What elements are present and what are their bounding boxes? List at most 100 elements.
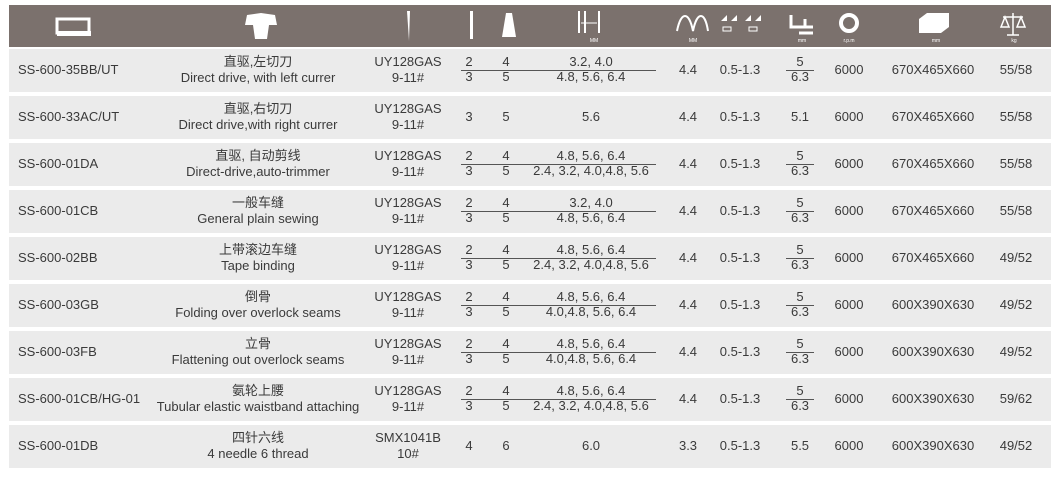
threads: 5 bbox=[502, 351, 510, 366]
presser: 6.3 bbox=[790, 351, 810, 366]
weight: 59/62 bbox=[999, 391, 1033, 406]
presser: 6.3 bbox=[790, 304, 810, 319]
presser: 6.3 bbox=[790, 163, 810, 178]
feed: 0.5-1.3 bbox=[719, 62, 761, 77]
size: 600X390X630 bbox=[891, 438, 975, 453]
threads: 5 bbox=[502, 398, 510, 413]
model: SS-600-03GB bbox=[18, 297, 99, 312]
table-row: SS-600-03FB 立骨 Flattening out overlock sea… bbox=[9, 331, 1051, 374]
gauge: 4.0,4.8, 5.6, 6.4 bbox=[545, 304, 637, 319]
feed: 0.5-1.3 bbox=[719, 297, 761, 312]
gauge: 3.2, 4.0 bbox=[569, 195, 613, 210]
presser: 6.3 bbox=[790, 69, 810, 84]
needle-type: UY128GAS bbox=[374, 242, 442, 257]
gauge: 5.6 bbox=[581, 109, 601, 124]
needles: 3 bbox=[465, 210, 473, 225]
fraction-line bbox=[461, 399, 656, 400]
size: 600X390X630 bbox=[891, 391, 975, 406]
fraction-line bbox=[786, 164, 814, 165]
gauge: 4.8, 5.6, 6.4 bbox=[556, 242, 626, 257]
model: SS-600-01CB/HG-01 bbox=[18, 391, 141, 406]
presser: 5 bbox=[796, 148, 804, 163]
needles: 4 bbox=[465, 438, 473, 453]
threads: 4 bbox=[502, 336, 510, 351]
needles: 3 bbox=[465, 69, 473, 84]
weight: 55/58 bbox=[999, 109, 1033, 124]
name-en: Direct-drive,auto-trimmer bbox=[186, 164, 330, 179]
needle-size: 9-11# bbox=[391, 399, 425, 414]
thread-icon bbox=[502, 13, 516, 37]
needle-type: UY128GAS bbox=[374, 289, 442, 304]
header-bar: MM MM mm r.p.m mm kg bbox=[9, 5, 1051, 47]
header-icons bbox=[55, 11, 1027, 41]
threads: 5 bbox=[502, 109, 510, 124]
machine-icon bbox=[55, 17, 91, 36]
presser: 6.3 bbox=[790, 210, 810, 225]
needles: 2 bbox=[465, 383, 473, 398]
presser: 5 bbox=[796, 242, 804, 257]
presser: 6.3 bbox=[790, 398, 810, 413]
gauge: 6.0 bbox=[581, 438, 601, 453]
stitch: 3.3 bbox=[678, 438, 698, 453]
table-row: SS-600-01DA 直驱, 自动剪线 Direct-drive,auto-tri… bbox=[9, 143, 1051, 186]
name-cn: 直驱, 自动剪线 bbox=[215, 148, 301, 163]
presser: 5 bbox=[796, 289, 804, 304]
presser: 5.5 bbox=[790, 438, 810, 453]
name-en: Direct drive,with right currer bbox=[178, 117, 338, 132]
presser: 5 bbox=[796, 336, 804, 351]
feed: 0.5-1.3 bbox=[719, 156, 761, 171]
speed-icon bbox=[839, 13, 859, 33]
fraction-line bbox=[786, 258, 814, 259]
threads: 4 bbox=[502, 54, 510, 69]
gauge-icon bbox=[578, 11, 600, 33]
speed: 6000 bbox=[834, 62, 864, 77]
needles: 3 bbox=[465, 257, 473, 272]
size: 600X390X630 bbox=[891, 344, 975, 359]
needle-type: UY128GAS bbox=[374, 383, 442, 398]
weight: 49/52 bbox=[999, 297, 1033, 312]
threads: 4 bbox=[502, 242, 510, 257]
size: 670X465X660 bbox=[891, 62, 975, 77]
presser: 5 bbox=[796, 195, 804, 210]
table-row: SS-600-01CB/HG-01 氨轮上腰 Tubular elastic wai… bbox=[9, 378, 1051, 421]
weight: 55/58 bbox=[999, 156, 1033, 171]
needles: 2 bbox=[465, 195, 473, 210]
table-row: SS-600-35BB/UT 直驱,左切刀 Direct drive, with l… bbox=[9, 49, 1051, 92]
name-cn: 直驱,左切刀 bbox=[223, 54, 293, 69]
size: 600X390X630 bbox=[891, 297, 975, 312]
threads: 5 bbox=[502, 304, 510, 319]
gauge: 4.8, 5.6, 6.4 bbox=[556, 210, 626, 225]
needle-size: 9-11# bbox=[391, 117, 425, 132]
fraction-line bbox=[461, 70, 656, 71]
model: SS-600-35BB/UT bbox=[18, 62, 119, 77]
gauge: 4.8, 5.6, 6.4 bbox=[556, 383, 626, 398]
presser: 5 bbox=[796, 383, 804, 398]
presser: 5 bbox=[796, 54, 804, 69]
stitch: 4.4 bbox=[678, 203, 698, 218]
speed: 6000 bbox=[834, 203, 864, 218]
fraction-line bbox=[786, 399, 814, 400]
fraction-line bbox=[461, 211, 656, 212]
size: 670X465X660 bbox=[891, 156, 975, 171]
gauge: 4.0,4.8, 5.6, 6.4 bbox=[545, 351, 637, 366]
feed: 0.5-1.3 bbox=[719, 109, 761, 124]
speed: 6000 bbox=[834, 391, 864, 406]
fraction-line bbox=[786, 70, 814, 71]
feed-icon bbox=[721, 15, 761, 32]
needle-type: UY128GAS bbox=[374, 195, 442, 210]
needle-type: UY128GAS bbox=[374, 148, 442, 163]
stitch: 4.4 bbox=[678, 344, 698, 359]
needle-size: 9-11# bbox=[391, 70, 425, 85]
needles: 3 bbox=[465, 109, 473, 124]
fraction-line bbox=[461, 305, 656, 306]
needles: 2 bbox=[465, 336, 473, 351]
needles: 2 bbox=[465, 289, 473, 304]
shirt-icon bbox=[245, 13, 277, 39]
speed: 6000 bbox=[834, 297, 864, 312]
model: SS-600-01DB bbox=[18, 438, 99, 453]
model: SS-600-01CB bbox=[18, 203, 99, 218]
name-en: Tubular elastic waistband attaching bbox=[156, 399, 360, 414]
table-row: SS-600-03GB 倒骨 Folding over overlock seams… bbox=[9, 284, 1051, 327]
needle-type: UY128GAS bbox=[374, 101, 442, 116]
